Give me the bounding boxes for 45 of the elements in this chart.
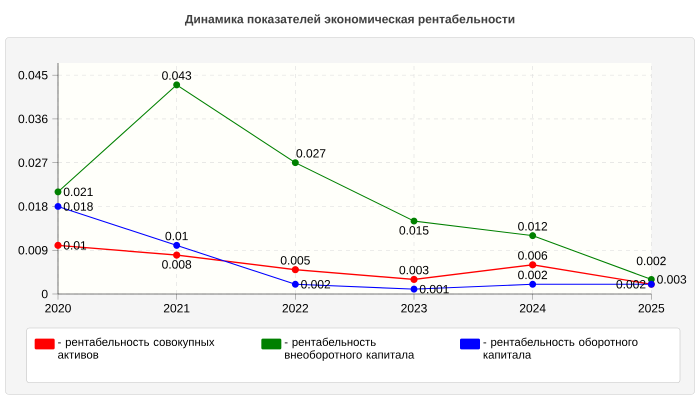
data-label: 0.008 <box>162 260 192 269</box>
point <box>529 232 536 240</box>
point <box>173 81 180 88</box>
point <box>410 218 418 225</box>
data-label: 0.043 <box>162 71 192 80</box>
point <box>292 280 299 288</box>
data-label: 0.005 <box>280 256 310 265</box>
legend-label: - рентабельность совокупных активов <box>58 338 214 359</box>
data-label: 0.015 <box>399 226 429 235</box>
y-tick-label: 0.027 <box>18 158 48 167</box>
point <box>410 286 418 293</box>
point <box>292 159 299 166</box>
legend-label: - рентабельность оборотного капитала <box>483 338 638 359</box>
data-label: 0.018 <box>64 202 93 211</box>
x-tick-label: 2022 <box>282 304 308 312</box>
y-tick-label: 0.045 <box>18 70 48 80</box>
data-label: 0.021 <box>64 188 93 196</box>
point <box>529 280 536 288</box>
data-label: 0.002 <box>518 270 548 280</box>
point <box>292 266 299 274</box>
data-label: 0.027 <box>296 149 326 158</box>
point <box>410 276 418 284</box>
data-label: 0.002 <box>636 256 666 266</box>
x-tick-label: 2023 <box>401 304 427 312</box>
data-label: 0.003 <box>657 275 686 284</box>
x-tick-label: 2024 <box>520 304 546 312</box>
point <box>173 251 180 259</box>
y-tick-label: 0.018 <box>18 202 48 211</box>
y-tick-label: 0 <box>42 290 48 298</box>
chart-title: Динамика показателей экономическая рентабельности <box>184 14 514 26</box>
point <box>54 188 62 196</box>
legend-label: - рентабельность внеоборотного капитала <box>284 338 414 361</box>
x-tick-label: 2020 <box>45 304 71 312</box>
point <box>54 242 62 249</box>
x-tick-label: 2021 <box>164 304 190 312</box>
data-label: 0.012 <box>518 222 548 231</box>
data-label: 0.01 <box>165 232 188 240</box>
data-label: 0.006 <box>518 251 548 260</box>
data-label: 0.003 <box>399 266 428 274</box>
point <box>54 202 62 210</box>
point <box>529 261 536 268</box>
point <box>173 242 180 249</box>
y-tick-label: 0.009 <box>18 246 48 254</box>
y-tick-label: 0.036 <box>18 114 48 124</box>
x-tick-label: 2025 <box>638 304 664 312</box>
